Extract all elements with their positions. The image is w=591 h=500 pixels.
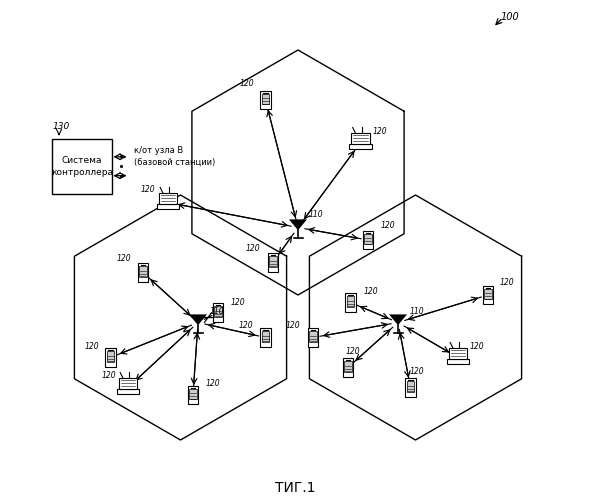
Bar: [105, 348, 116, 367]
Bar: [407, 381, 414, 392]
Text: 110: 110: [410, 307, 424, 316]
Text: 120: 120: [363, 287, 378, 296]
Bar: [362, 230, 374, 250]
Text: 100: 100: [501, 12, 519, 22]
Text: 120: 120: [102, 370, 116, 380]
Polygon shape: [289, 220, 307, 230]
Bar: [213, 303, 223, 322]
Bar: [449, 348, 467, 359]
Bar: [364, 234, 372, 244]
Bar: [260, 328, 271, 347]
Bar: [119, 378, 137, 389]
Bar: [405, 378, 416, 397]
Bar: [189, 388, 197, 399]
Bar: [268, 253, 278, 272]
Bar: [138, 263, 148, 282]
Text: 120: 120: [372, 127, 387, 136]
Text: Система
контроллера: Система контроллера: [51, 156, 113, 176]
Bar: [139, 266, 147, 276]
Bar: [447, 360, 469, 364]
Text: 120: 120: [238, 320, 253, 330]
Polygon shape: [189, 314, 207, 325]
Text: 130: 130: [53, 122, 70, 131]
Bar: [117, 390, 139, 394]
Bar: [214, 306, 222, 316]
Text: 120: 120: [381, 222, 395, 230]
Text: 120: 120: [116, 254, 131, 263]
Bar: [484, 288, 492, 299]
Text: 120: 120: [499, 278, 514, 287]
Polygon shape: [389, 314, 407, 325]
Bar: [187, 386, 199, 404]
FancyBboxPatch shape: [52, 139, 112, 194]
Text: 120: 120: [285, 320, 300, 330]
Bar: [346, 296, 355, 306]
Bar: [343, 358, 353, 377]
Bar: [344, 361, 352, 372]
Text: 120: 120: [470, 342, 484, 351]
Text: 120: 120: [409, 367, 424, 376]
Text: 120: 120: [141, 186, 155, 194]
Text: 120: 120: [230, 298, 245, 307]
Text: ΤИГ.1: ΤИГ.1: [275, 480, 316, 494]
Bar: [349, 144, 372, 149]
Text: 110: 110: [210, 307, 225, 316]
Text: 120: 120: [239, 80, 254, 88]
Bar: [260, 90, 271, 110]
Bar: [269, 256, 277, 266]
Text: 120: 120: [346, 347, 361, 356]
Bar: [157, 204, 179, 209]
Text: 110: 110: [308, 210, 323, 220]
Text: 120: 120: [206, 380, 220, 388]
Bar: [345, 293, 356, 312]
Bar: [261, 331, 269, 342]
Bar: [482, 286, 493, 304]
Bar: [106, 351, 115, 362]
Bar: [352, 132, 369, 144]
Bar: [261, 94, 269, 104]
Bar: [309, 331, 317, 342]
Bar: [159, 192, 177, 204]
Text: 120: 120: [84, 342, 99, 351]
Text: к/от узла В
(базовой станции): к/от узла В (базовой станции): [135, 146, 216, 167]
Text: 120: 120: [246, 244, 260, 253]
Bar: [307, 328, 319, 347]
